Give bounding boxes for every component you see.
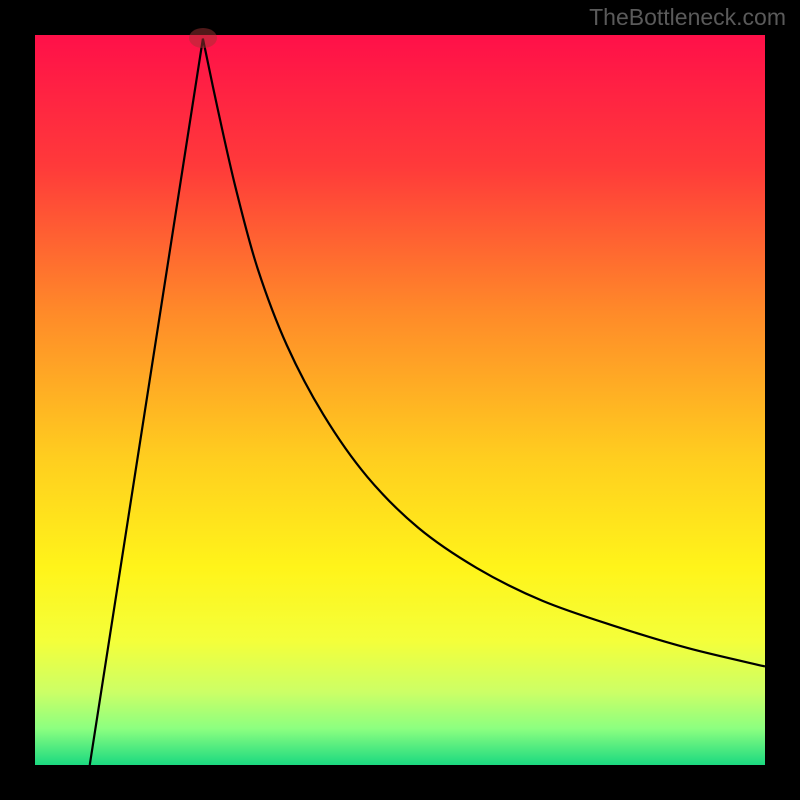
bottleneck-curve [35,35,765,765]
curve-path [90,39,765,765]
minimum-marker [189,28,217,48]
plot-area [35,35,765,765]
watermark-text: TheBottleneck.com [589,4,786,31]
